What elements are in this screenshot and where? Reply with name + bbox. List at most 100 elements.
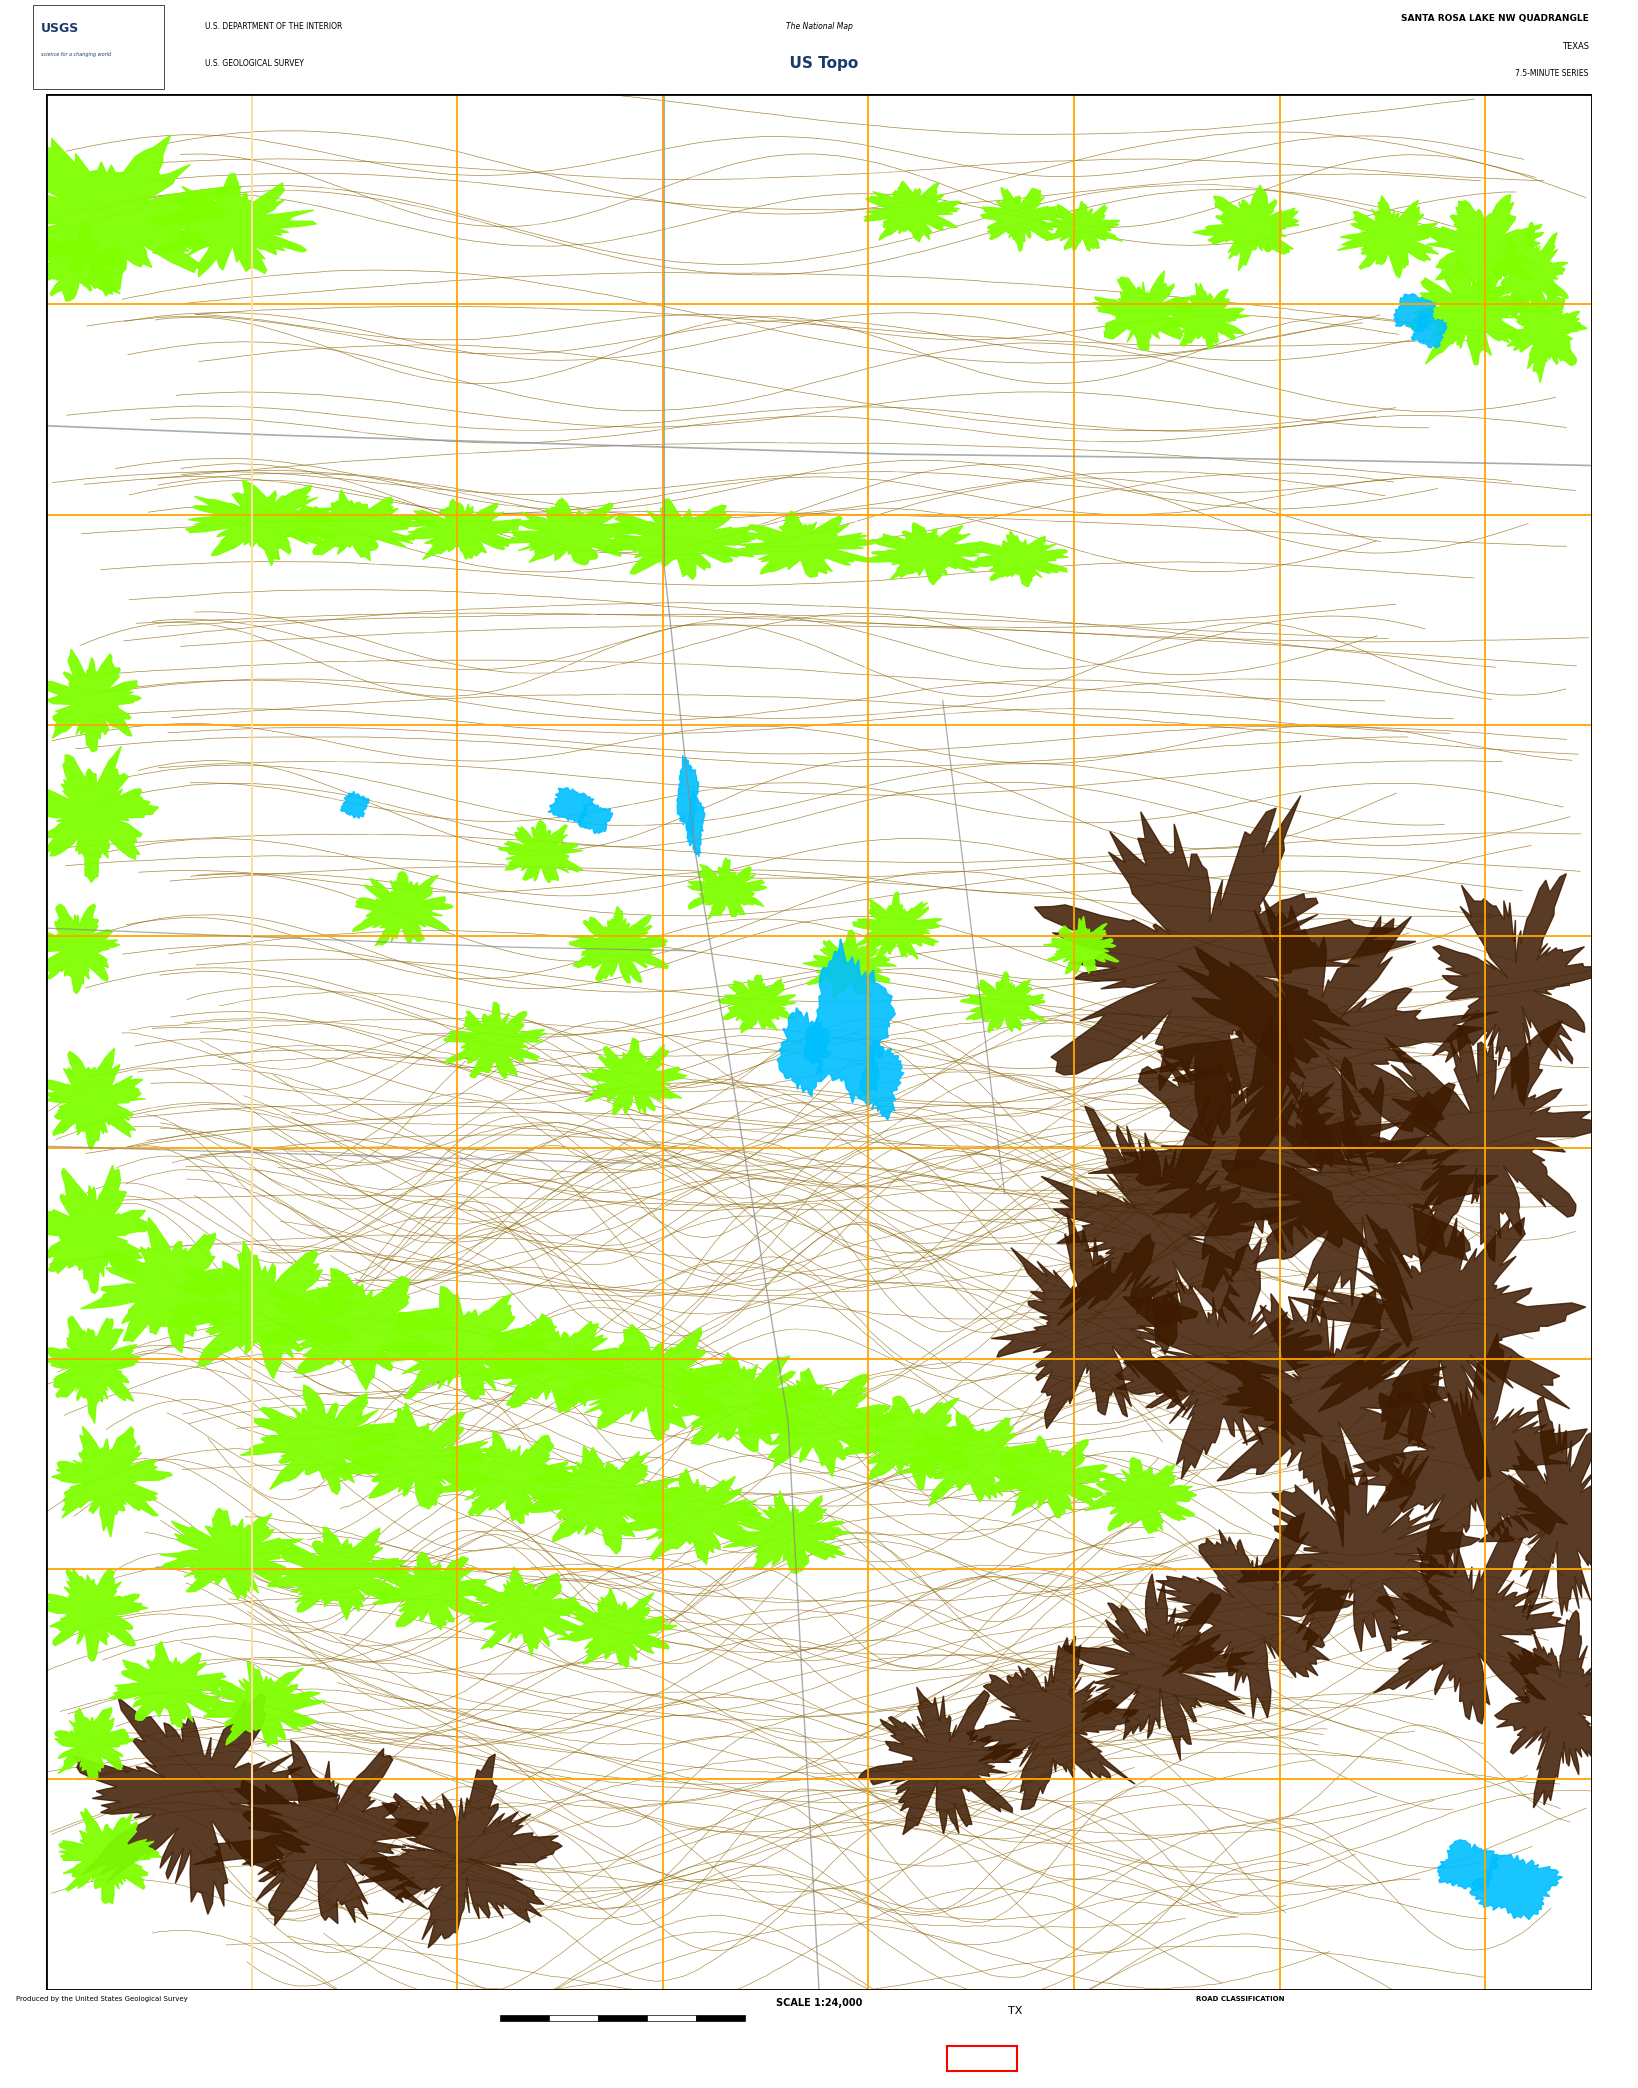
Polygon shape — [1156, 1512, 1356, 1718]
Polygon shape — [467, 1566, 583, 1656]
Polygon shape — [39, 1568, 147, 1662]
Polygon shape — [960, 973, 1047, 1031]
Polygon shape — [341, 791, 369, 818]
Polygon shape — [776, 1009, 830, 1096]
Polygon shape — [159, 1240, 365, 1378]
Polygon shape — [1394, 294, 1437, 332]
Polygon shape — [241, 1384, 406, 1495]
Polygon shape — [1207, 1290, 1450, 1547]
Bar — [598, 2015, 647, 2021]
Polygon shape — [1504, 284, 1587, 382]
Polygon shape — [989, 1437, 1114, 1518]
Polygon shape — [1043, 917, 1119, 975]
Polygon shape — [860, 1040, 904, 1119]
Text: US Topo: US Topo — [780, 56, 858, 71]
Polygon shape — [966, 1637, 1138, 1810]
Polygon shape — [1065, 1574, 1255, 1760]
Polygon shape — [357, 1754, 562, 1948]
Polygon shape — [161, 1508, 303, 1599]
Polygon shape — [1035, 796, 1415, 1136]
Polygon shape — [722, 1491, 852, 1574]
Polygon shape — [1115, 1238, 1335, 1478]
Polygon shape — [1433, 873, 1617, 1107]
Polygon shape — [1366, 1021, 1595, 1265]
Polygon shape — [581, 1038, 686, 1115]
Polygon shape — [604, 499, 755, 580]
Text: TEXAS: TEXAS — [1563, 42, 1589, 52]
Polygon shape — [853, 892, 942, 960]
Polygon shape — [41, 649, 141, 752]
Polygon shape — [31, 745, 159, 883]
Polygon shape — [619, 1468, 762, 1564]
Text: SANTA ROSA LAKE NW QUADRANGLE: SANTA ROSA LAKE NW QUADRANGLE — [1400, 15, 1589, 23]
Bar — [696, 2015, 745, 2021]
Polygon shape — [863, 182, 962, 242]
Text: The National Map: The National Map — [786, 21, 852, 31]
Polygon shape — [577, 804, 613, 833]
Text: USGS: USGS — [41, 21, 79, 35]
Polygon shape — [557, 1589, 676, 1668]
Polygon shape — [1088, 1002, 1404, 1292]
Polygon shape — [80, 1217, 249, 1353]
Polygon shape — [1289, 1205, 1586, 1482]
Polygon shape — [1042, 1094, 1294, 1355]
Polygon shape — [686, 789, 704, 856]
Polygon shape — [1420, 194, 1543, 303]
Bar — [647, 2015, 696, 2021]
Polygon shape — [717, 975, 796, 1034]
Polygon shape — [193, 1739, 429, 1925]
Polygon shape — [570, 906, 668, 983]
Polygon shape — [731, 1368, 903, 1476]
Bar — [33, 4, 164, 90]
Polygon shape — [721, 512, 875, 576]
Polygon shape — [1374, 1526, 1566, 1725]
Polygon shape — [981, 188, 1061, 251]
Polygon shape — [1084, 1457, 1197, 1533]
Polygon shape — [54, 1708, 134, 1779]
Polygon shape — [495, 499, 642, 564]
Polygon shape — [331, 1403, 495, 1510]
Polygon shape — [523, 1447, 686, 1553]
Polygon shape — [991, 1213, 1197, 1428]
Polygon shape — [858, 1687, 1022, 1835]
Bar — [500, 2015, 549, 2021]
Polygon shape — [803, 931, 896, 998]
Polygon shape — [185, 480, 339, 566]
Polygon shape — [33, 1165, 149, 1292]
Polygon shape — [1192, 186, 1299, 271]
Polygon shape — [472, 1313, 637, 1414]
Polygon shape — [676, 756, 698, 837]
Polygon shape — [1487, 221, 1568, 317]
Polygon shape — [549, 787, 595, 823]
Polygon shape — [844, 1397, 989, 1489]
Polygon shape — [1346, 1334, 1587, 1583]
Bar — [549, 2015, 598, 2021]
Polygon shape — [1237, 1443, 1481, 1652]
Polygon shape — [896, 1411, 1048, 1505]
Polygon shape — [1495, 1610, 1636, 1808]
Text: U.S. GEOLOGICAL SURVEY: U.S. GEOLOGICAL SURVEY — [205, 58, 303, 69]
Polygon shape — [1407, 259, 1525, 365]
Polygon shape — [963, 530, 1068, 587]
Polygon shape — [373, 1551, 491, 1631]
Polygon shape — [151, 173, 316, 278]
Polygon shape — [401, 499, 521, 560]
Bar — [947, 2046, 1017, 2071]
Polygon shape — [52, 1426, 172, 1537]
Text: Produced by the United States Geological Survey: Produced by the United States Geological… — [16, 1996, 188, 2002]
Polygon shape — [663, 1353, 826, 1451]
Polygon shape — [203, 1662, 326, 1748]
Polygon shape — [557, 1324, 735, 1441]
Text: 7.5-MINUTE SERIES: 7.5-MINUTE SERIES — [1515, 69, 1589, 77]
Polygon shape — [1479, 1397, 1638, 1620]
Polygon shape — [1163, 284, 1250, 349]
Polygon shape — [498, 821, 583, 883]
Polygon shape — [1412, 313, 1446, 349]
Polygon shape — [434, 1430, 581, 1524]
Polygon shape — [1093, 271, 1192, 351]
Polygon shape — [804, 938, 896, 1102]
Polygon shape — [1040, 200, 1122, 251]
Text: science for a changing world: science for a changing world — [41, 52, 111, 56]
Polygon shape — [1337, 196, 1441, 278]
Polygon shape — [688, 858, 767, 919]
